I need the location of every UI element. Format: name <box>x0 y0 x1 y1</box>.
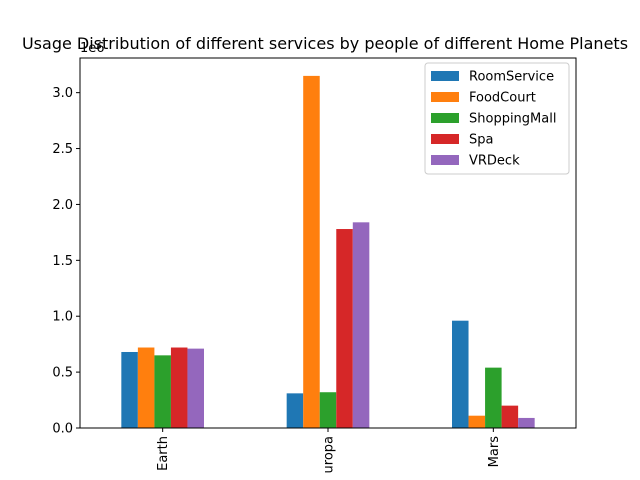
y-tick-label: 1.0 <box>52 310 73 325</box>
bar-spa-mars <box>501 405 519 428</box>
bar-spa-uropa <box>336 229 353 428</box>
bar-vrdeck-mars <box>518 417 535 428</box>
legend-label-roomservice: RoomService <box>469 70 554 85</box>
y-tick-label: 3.0 <box>52 86 73 101</box>
bar-shoppingmall-earth <box>154 355 171 428</box>
legend-swatch-shoppingmall <box>431 113 459 123</box>
legend-frame <box>424 62 570 175</box>
bar-roomservice-earth <box>121 351 138 428</box>
bars-group <box>121 75 535 428</box>
x-tick-label-mars: Mars <box>487 436 502 468</box>
legend: RoomService FoodCourt ShoppingMall Spa VRDec… <box>424 62 570 175</box>
x-tick-label-uropa: uropa <box>322 436 337 473</box>
legend-label-foodcourt: FoodCourt <box>469 91 536 106</box>
bar-foodcourt-uropa <box>303 75 320 428</box>
legend-label-spa: Spa <box>469 133 493 148</box>
bar-roomservice-mars <box>452 320 469 428</box>
y-axis: 0.0 0.5 1.0 1.5 2.0 2.5 3.0 <box>52 86 80 437</box>
bar-foodcourt-earth <box>137 347 155 428</box>
bar-vrdeck-uropa <box>352 222 370 428</box>
legend-swatch-spa <box>431 134 459 144</box>
y-tick-label: 2.0 <box>52 198 73 213</box>
bar-spa-earth <box>170 347 188 428</box>
chart-title: Usage Distribution of different services… <box>22 34 628 53</box>
bar-vrdeck-earth <box>187 348 204 428</box>
y-tick-label: 0.0 <box>52 422 73 437</box>
legend-swatch-vrdeck <box>431 155 459 165</box>
plot-frame <box>79 57 577 429</box>
x-tick-label-earth: Earth <box>156 436 171 471</box>
bar-roomservice-uropa <box>286 393 304 428</box>
y-tick-label: 1.5 <box>52 254 73 269</box>
legend-label-vrdeck: VRDeck <box>469 154 520 169</box>
legend-label-shoppingmall: ShoppingMall <box>469 112 556 127</box>
bar-shoppingmall-uropa <box>319 392 337 428</box>
bar-foodcourt-mars <box>468 415 486 428</box>
y-tick-label: 0.5 <box>52 366 73 381</box>
x-axis: Earth uropa Mars <box>156 428 502 473</box>
legend-swatch-roomservice <box>431 71 459 81</box>
legend-swatch-foodcourt <box>431 92 459 102</box>
y-tick-label: 2.5 <box>52 142 73 157</box>
bar-shoppingmall-mars <box>485 367 502 428</box>
y-scale-label: 1e6 <box>80 41 105 56</box>
